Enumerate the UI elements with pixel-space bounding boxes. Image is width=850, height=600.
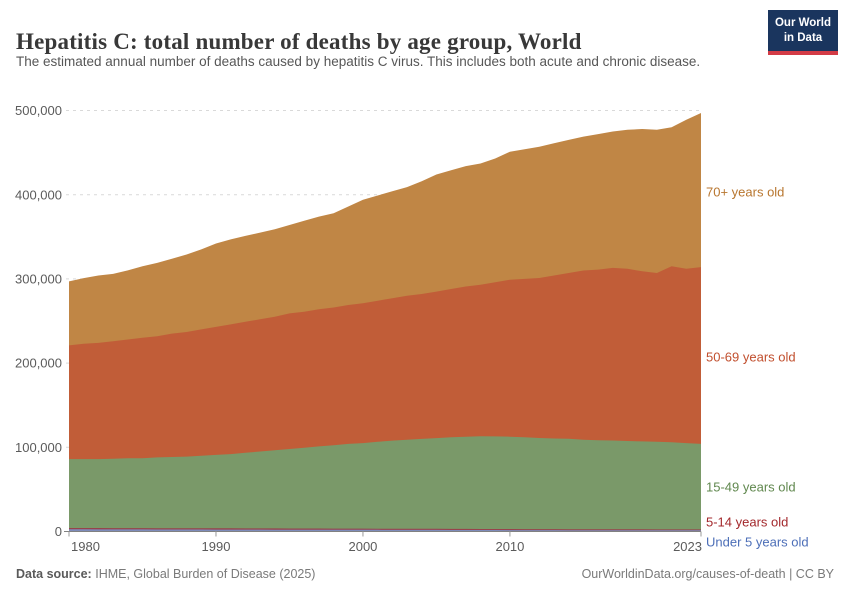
chart-subtitle: The estimated annual number of deaths ca…	[16, 54, 701, 69]
owid-logo-line1: Our World	[774, 17, 831, 29]
y-tick-label: 0	[55, 524, 62, 539]
y-tick-label: 100,000	[15, 440, 62, 455]
x-tick-label: 1980	[71, 539, 100, 554]
x-tick-label: 2023	[673, 539, 702, 554]
area-15-49-years-old	[69, 436, 701, 532]
area-series	[69, 113, 701, 532]
y-axis-labels: 0 100,000 200,000 300,000 400,000 500,000	[15, 103, 62, 539]
x-tick-label: 2010	[495, 539, 524, 554]
y-tick-label: 200,000	[15, 356, 62, 371]
y-tick-label: 500,000	[15, 103, 62, 118]
series-label-50-69: 50-69 years old	[706, 349, 796, 365]
owid-logo[interactable]: Our World in Data	[768, 10, 838, 55]
chart-footer: Data source: IHME, Global Burden of Dise…	[16, 567, 834, 581]
series-label-under5: Under 5 years old	[706, 534, 809, 550]
owid-logo-line2: in Data	[783, 31, 823, 44]
x-tick-label: 2000	[348, 539, 377, 554]
y-tick-label: 300,000	[15, 271, 62, 286]
area-under-5-years-old	[69, 529, 701, 532]
x-tick-label: 1990	[202, 539, 231, 554]
owid-url-license-link[interactable]: OurWorldinData.org/causes-of-death | CC …	[581, 567, 834, 581]
data-source: Data source: IHME, Global Burden of Dise…	[16, 567, 315, 581]
data-source-value: IHME, Global Burden of Disease (2025)	[95, 567, 316, 581]
x-axis: 1980 1990 2000 2010 2023	[64, 531, 702, 554]
series-label-5-14: 5-14 years old	[706, 514, 789, 530]
page-title: Hepatitis C: total number of deaths by a…	[16, 29, 582, 55]
series-label-70plus: 70+ years old	[706, 184, 785, 200]
series-label-15-49: 15-49 years old	[706, 479, 796, 495]
y-tick-label: 400,000	[15, 187, 62, 202]
data-source-label: Data source:	[16, 567, 92, 581]
